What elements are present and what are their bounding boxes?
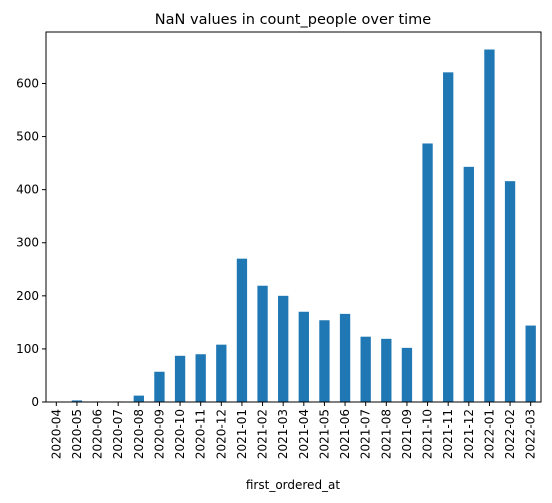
x-tick-label: 2020-11 xyxy=(194,409,208,459)
x-axis-label: first_ordered_at xyxy=(246,478,341,492)
bar-2022-02 xyxy=(504,181,516,402)
x-tick-label: 2020-08 xyxy=(132,409,146,459)
y-axis-ticks: 0 100 200 300 400 500 600 xyxy=(16,76,46,409)
x-tick-label: 2020-06 xyxy=(91,409,105,459)
bar-2020-05 xyxy=(71,400,83,402)
x-tick-label: 2021-04 xyxy=(297,409,311,459)
x-tick-label: 2021-09 xyxy=(400,409,414,459)
bar-2021-07 xyxy=(360,336,371,402)
bar-2021-01 xyxy=(236,258,248,402)
x-tick-label: 2021-06 xyxy=(338,409,352,459)
x-tick-label: 2021-03 xyxy=(276,409,290,459)
chart-title: NaN values in count_people over time xyxy=(155,12,431,28)
x-tick-label: 2020-05 xyxy=(70,409,84,459)
x-tick-label: 2022-03 xyxy=(524,409,538,459)
x-tick-label: 2021-02 xyxy=(256,409,270,459)
bar-2021-08 xyxy=(381,338,392,402)
bar-2020-11 xyxy=(195,354,206,402)
bar-2020-09 xyxy=(154,371,165,402)
plot-frame xyxy=(45,31,542,403)
y-tick-label: 0 xyxy=(31,395,39,409)
y-tick-label: 400 xyxy=(16,183,39,197)
y-tick-label: 100 xyxy=(16,342,39,356)
y-tick-label: 600 xyxy=(16,76,39,90)
x-tick-label: 2021-01 xyxy=(235,409,249,459)
x-tick-label: 2021-10 xyxy=(421,409,435,459)
x-tick-label: 2020-07 xyxy=(111,409,125,459)
x-axis-ticks: 2020-04 2020-05 2020-06 2020-07 2020-08 2020-… xyxy=(49,402,538,459)
bar-2022-01 xyxy=(484,49,495,402)
bar-2021-02 xyxy=(257,285,268,402)
bars-group xyxy=(71,49,536,402)
bar-2021-04 xyxy=(298,311,309,402)
x-tick-label: 2021-07 xyxy=(359,409,373,459)
x-tick-label: 2020-04 xyxy=(49,409,63,459)
bar-2020-10 xyxy=(174,355,186,402)
x-tick-label: 2022-01 xyxy=(482,409,496,459)
x-tick-label: 2021-12 xyxy=(462,409,476,459)
bar-2021-10 xyxy=(422,143,433,402)
bar-2021-11 xyxy=(443,72,454,402)
bar-2021-05 xyxy=(319,320,330,402)
x-tick-label: 2021-05 xyxy=(317,409,331,459)
bar-2020-08 xyxy=(133,395,144,402)
x-tick-label: 2021-11 xyxy=(441,409,455,459)
bar-2022-03 xyxy=(525,325,536,402)
bar-2021-12 xyxy=(463,166,474,402)
bar-2021-06 xyxy=(339,313,351,402)
y-tick-label: 300 xyxy=(16,236,39,250)
bar-2021-03 xyxy=(278,295,289,402)
bar-2021-09 xyxy=(401,347,413,402)
x-tick-label: 2020-09 xyxy=(152,409,166,459)
x-tick-label: 2022-02 xyxy=(503,409,517,459)
x-tick-label: 2021-08 xyxy=(379,409,393,459)
x-tick-label: 2020-12 xyxy=(214,409,228,459)
y-tick-label: 500 xyxy=(16,130,39,144)
bar-2020-12 xyxy=(216,344,227,402)
x-tick-label: 2020-10 xyxy=(173,409,187,459)
y-tick-label: 200 xyxy=(16,289,39,303)
